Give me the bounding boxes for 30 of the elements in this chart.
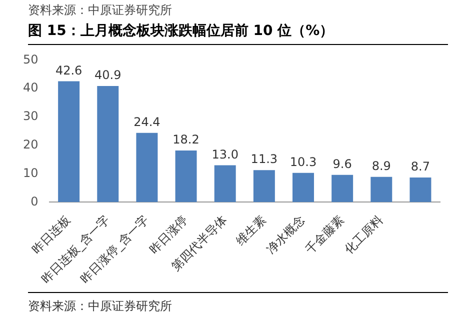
data-label: 11.3: [250, 152, 278, 166]
text: 资料来源：中原证券研究所: [28, 298, 172, 315]
bar: [332, 174, 354, 202]
bar: [97, 86, 119, 202]
data-label: 42.6: [55, 63, 82, 78]
y-tick-label: 40: [22, 80, 38, 95]
data-label: 18.2: [172, 132, 200, 147]
data-label: 8.9: [372, 159, 391, 174]
data-label: 8.7: [410, 160, 430, 174]
bar: [136, 132, 158, 202]
bar: [175, 150, 197, 202]
y-tick-label: 50: [22, 52, 38, 66]
y-tick-label: 20: [22, 138, 38, 152]
data-label: 9.6: [332, 157, 352, 172]
bar: [214, 165, 236, 202]
data-label: 40.9: [94, 68, 122, 82]
bar: [370, 176, 392, 202]
y-tick-label: 0: [30, 194, 38, 208]
data-label: 24.4: [134, 115, 160, 130]
y-tick-label: 10: [22, 166, 38, 180]
data-label: 10.3: [290, 155, 317, 170]
bar: [292, 172, 314, 202]
bar: [58, 81, 80, 202]
chart-title: 图 15：上月概念板块涨跌幅位居前 10 位（%）: [28, 22, 334, 40]
text: 资料来源：中原证券研究所: [28, 2, 172, 19]
bar: [410, 177, 432, 202]
x-tick-label: 维生素: [233, 212, 268, 248]
y-tick-label: 30: [22, 109, 38, 124]
bar: [253, 170, 275, 202]
data-label: 13.0: [212, 147, 238, 162]
